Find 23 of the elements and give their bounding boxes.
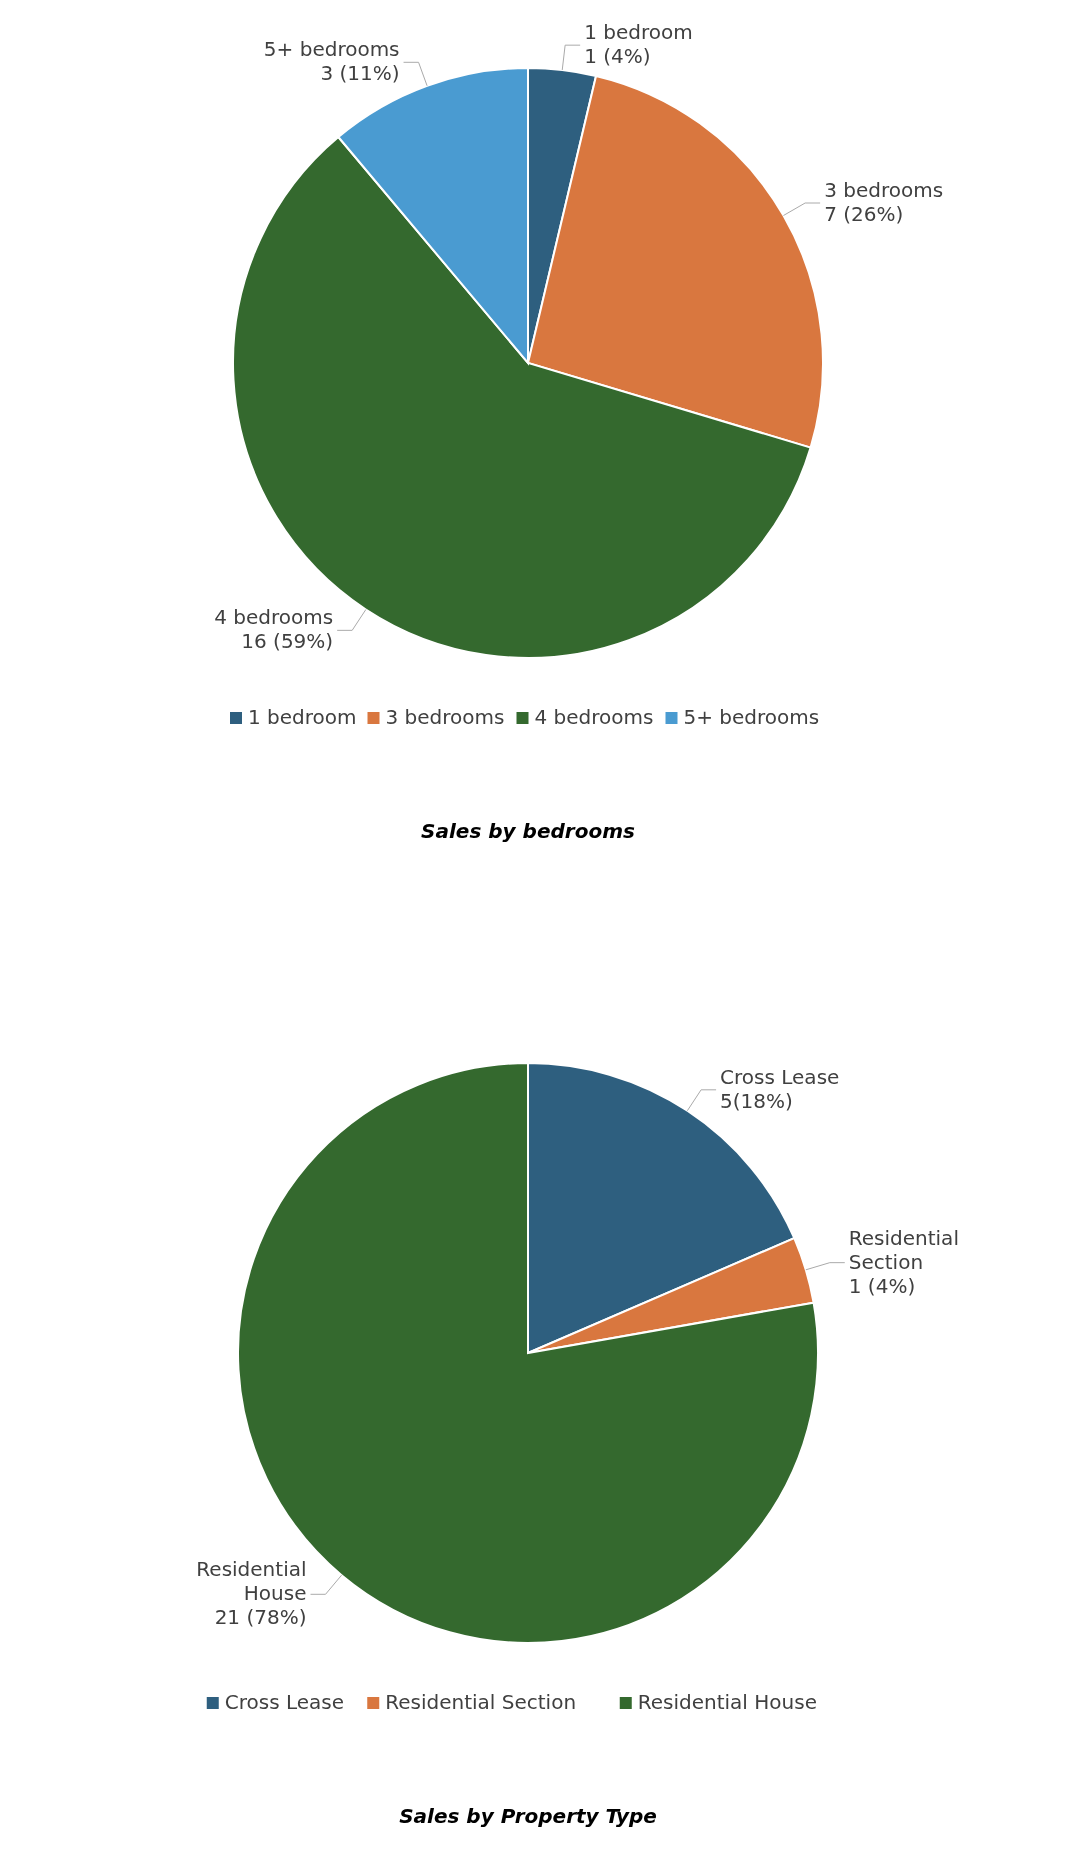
- text: Sales by bedrooms: [421, 819, 635, 843]
- text: Sales by Property Type: [399, 1804, 657, 1828]
- legend-label: Residential House: [637, 1689, 817, 1714]
- legend-label: 5+ bedrooms: [683, 704, 820, 729]
- data-label: 5(18%): [720, 1088, 793, 1113]
- data-label: 1 (4%): [584, 43, 651, 68]
- slice-label: 3 bedrooms: [824, 177, 944, 202]
- legend-label: Cross Lease: [224, 1689, 345, 1714]
- legend-label: 4 bedrooms: [534, 704, 654, 729]
- legend-label: 1 bedroom: [248, 704, 357, 729]
- slice-label: Cross Lease: [720, 1064, 840, 1089]
- slice-label: 4 bedrooms: [214, 604, 334, 629]
- data-label: 16 (59%): [241, 628, 334, 653]
- legend-label: 3 bedrooms: [385, 704, 505, 729]
- data-label: 21 (78%): [214, 1604, 307, 1629]
- slice-label: 5+ bedrooms: [263, 36, 400, 61]
- slice-label: Residential Section: [848, 1225, 959, 1274]
- legend-label: Residential Section: [385, 1689, 577, 1714]
- data-label: 3 (11%): [320, 60, 400, 85]
- data-label: 1 (4%): [848, 1273, 916, 1298]
- data-label: 7 (26%): [824, 201, 904, 226]
- slice-label: 1 bedroom: [584, 19, 693, 44]
- slice-label: Residential House: [196, 1556, 307, 1605]
